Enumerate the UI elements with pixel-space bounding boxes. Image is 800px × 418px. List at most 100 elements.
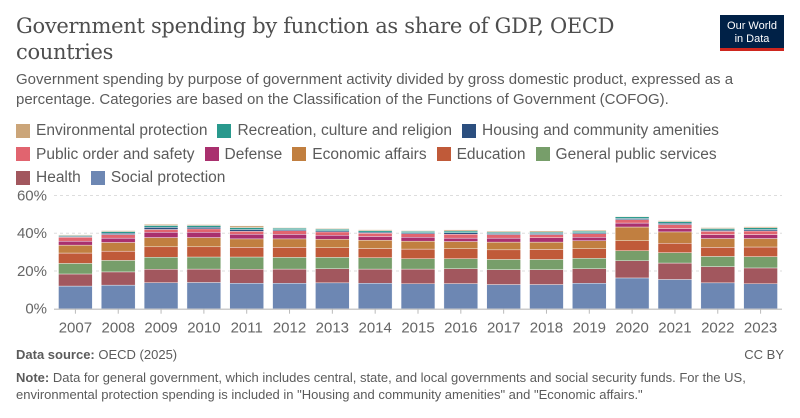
bar-stack-2022[interactable] (700, 227, 735, 309)
bar-segment[interactable] (657, 220, 693, 222)
bar-segment[interactable] (272, 234, 307, 240)
bar-segment[interactable] (143, 256, 179, 270)
bar-segment[interactable] (529, 234, 564, 238)
bar-segment[interactable] (743, 229, 778, 232)
bar-segment[interactable] (443, 233, 478, 239)
bar-segment[interactable] (186, 268, 221, 283)
bar-segment[interactable] (143, 269, 179, 283)
bar-segment[interactable] (443, 258, 478, 269)
bar-segment[interactable] (143, 237, 179, 248)
bar-segment[interactable] (229, 247, 264, 258)
bar-segment[interactable] (529, 230, 564, 233)
bar-segment[interactable] (743, 227, 778, 230)
bar-segment[interactable] (272, 247, 307, 258)
bar-stack-2011[interactable] (229, 225, 264, 309)
bar-segment[interactable] (529, 241, 564, 250)
bar-segment[interactable] (400, 240, 436, 250)
bar-segment[interactable] (186, 225, 221, 228)
bar-segment[interactable] (486, 249, 521, 260)
bar-segment[interactable] (229, 225, 264, 228)
bar-segment[interactable] (700, 247, 735, 257)
bar-segment[interactable] (615, 216, 650, 219)
bar-segment[interactable] (572, 268, 607, 284)
bar-segment[interactable] (358, 240, 393, 249)
bar-segment[interactable] (272, 227, 307, 230)
bar-segment[interactable] (572, 233, 607, 238)
bar-segment[interactable] (186, 226, 221, 230)
bar-segment[interactable] (700, 266, 735, 284)
bar-segment[interactable] (700, 238, 735, 248)
bar-segment[interactable] (657, 231, 693, 244)
bar-segment[interactable] (186, 282, 221, 309)
bar-segment[interactable] (572, 240, 607, 249)
bar-segment[interactable] (657, 243, 693, 253)
bar-segment[interactable] (700, 228, 735, 231)
bar-segment[interactable] (101, 260, 136, 273)
bar-segment[interactable] (58, 234, 93, 236)
owid-logo[interactable]: Our World in Data (720, 15, 784, 51)
bar-segment[interactable] (315, 257, 350, 269)
bar-segment[interactable] (229, 229, 264, 232)
bar-segment[interactable] (315, 282, 350, 309)
bar-segment[interactable] (615, 260, 650, 279)
bar-segment[interactable] (615, 216, 650, 218)
bar-segment[interactable] (743, 238, 778, 248)
bar-stack-2018[interactable] (529, 230, 564, 309)
bar-segment[interactable] (272, 238, 307, 248)
bar-segment[interactable] (572, 283, 607, 309)
bar-segment[interactable] (58, 236, 93, 242)
bar-stack-2017[interactable] (486, 230, 521, 309)
bar-segment[interactable] (143, 227, 179, 230)
bar-segment[interactable] (615, 240, 650, 251)
bar-segment[interactable] (229, 283, 264, 309)
bar-segment[interactable] (443, 268, 478, 284)
bar-segment[interactable] (400, 268, 436, 284)
bar-segment[interactable] (486, 269, 521, 285)
bar-segment[interactable] (486, 259, 521, 270)
bar-segment[interactable] (186, 237, 221, 248)
bar-segment[interactable] (443, 229, 478, 232)
bar-segment[interactable] (743, 230, 778, 235)
bar-segment[interactable] (358, 229, 393, 231)
bar-stack-2009[interactable] (143, 224, 179, 309)
bar-segment[interactable] (657, 279, 693, 309)
bar-segment[interactable] (58, 252, 93, 264)
bar-segment[interactable] (615, 219, 650, 224)
bar-segment[interactable] (101, 234, 136, 239)
bar-segment[interactable] (400, 248, 436, 259)
bar-segment[interactable] (315, 231, 350, 236)
bar-segment[interactable] (229, 231, 264, 235)
legend-item[interactable]: Recreation, culture and religion (217, 120, 452, 141)
bar-segment[interactable] (615, 226, 650, 241)
bar-segment[interactable] (529, 269, 564, 285)
bar-segment[interactable] (186, 224, 221, 226)
bar-segment[interactable] (315, 228, 350, 230)
legend-item[interactable]: Public order and safety (16, 144, 195, 165)
bar-segment[interactable] (315, 235, 350, 240)
bar-segment[interactable] (400, 233, 436, 238)
bar-segment[interactable] (700, 231, 735, 235)
bar-segment[interactable] (700, 227, 735, 229)
legend-item[interactable]: Environmental protection (16, 120, 207, 141)
bar-segment[interactable] (315, 239, 350, 248)
license[interactable]: CC BY (744, 347, 784, 362)
bar-segment[interactable] (229, 269, 264, 284)
bar-segment[interactable] (358, 283, 393, 309)
bar-stack-2016[interactable] (443, 229, 478, 309)
bar-segment[interactable] (657, 262, 693, 280)
bar-segment[interactable] (529, 249, 564, 260)
bar-segment[interactable] (443, 232, 478, 235)
bar-segment[interactable] (443, 241, 478, 249)
bar-segment[interactable] (58, 244, 93, 254)
bar-segment[interactable] (186, 232, 221, 238)
legend-item[interactable]: General public services (535, 144, 717, 165)
bar-stack-2015[interactable] (400, 230, 436, 309)
bar-segment[interactable] (143, 246, 179, 258)
bar-stack-2021[interactable] (657, 220, 693, 309)
bar-segment[interactable] (272, 227, 307, 229)
bar-segment[interactable] (272, 283, 307, 309)
bar-segment[interactable] (743, 256, 778, 269)
bar-segment[interactable] (358, 230, 393, 233)
bar-segment[interactable] (315, 247, 350, 258)
bar-stack-2023[interactable] (743, 226, 778, 309)
